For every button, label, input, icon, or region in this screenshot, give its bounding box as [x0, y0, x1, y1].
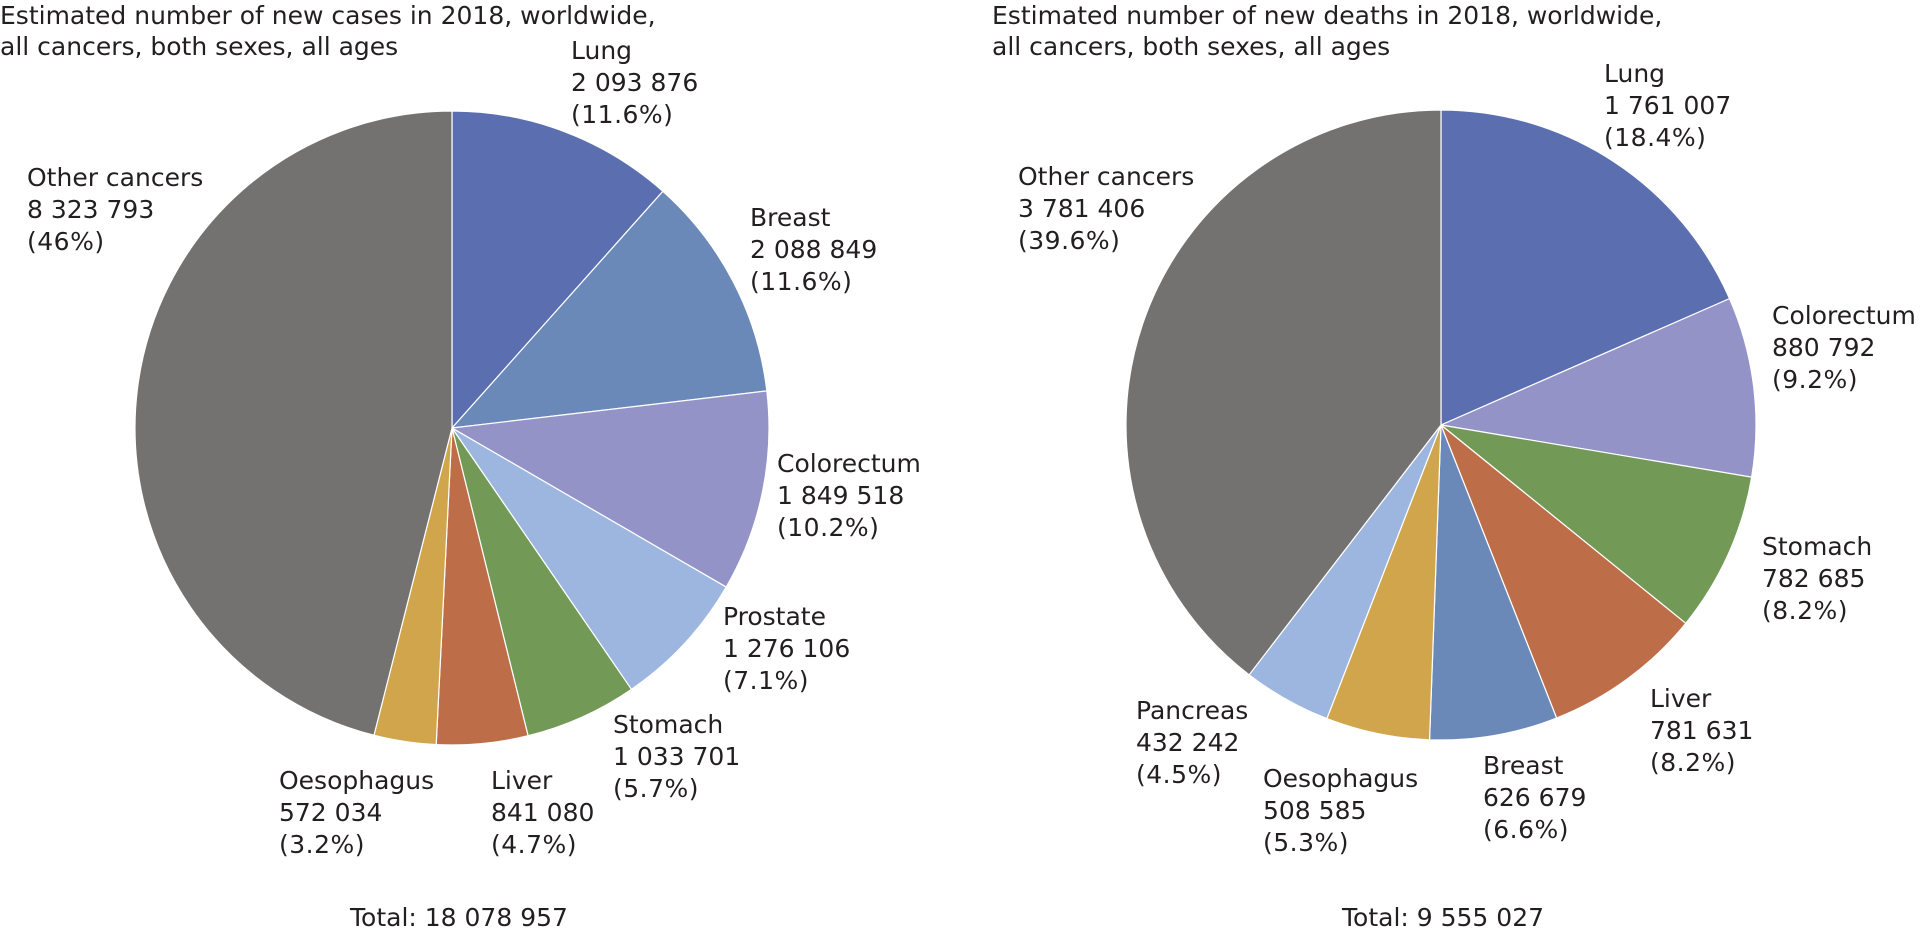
slice-label-breast: Breast 2 088 849 (11.6%)	[750, 202, 877, 298]
slice-percent: (46%)	[27, 227, 105, 256]
slice-name: Lung	[1604, 59, 1666, 88]
slice-percent: (9.2%)	[1772, 365, 1859, 394]
total-line: Total: 18 078 957	[350, 903, 568, 932]
slice-label-oesophagus: Oesophagus 508 585 (5.3%)	[1263, 763, 1418, 859]
slice-value: 1 761 007	[1604, 91, 1732, 120]
slice-percent: (7.1%)	[723, 666, 810, 695]
slice-label-lung: Lung 1 761 007 (18.4%)	[1604, 58, 1731, 154]
pie-slice-prostate	[451, 427, 728, 691]
slice-name: Breast	[1483, 751, 1564, 780]
slice-value: 841 080	[491, 798, 595, 827]
slice-value: 2 093 876	[571, 68, 699, 97]
slice-label-colorectum: Colorectum 1 849 518 (10.2%)	[777, 448, 921, 544]
slice-percent: (11.6%)	[750, 267, 853, 296]
pie-slice-breast	[1428, 424, 1558, 741]
slice-name: Oesophagus	[279, 766, 435, 795]
slice-value: 2 088 849	[750, 235, 878, 264]
slice-value: 508 585	[1263, 796, 1367, 825]
pie-slice-liver	[1439, 423, 1687, 719]
new-deaths-chart: Estimated number of new deaths in 2018, …	[992, 0, 1920, 932]
slice-label-pancreas: Pancreas 432 242 (4.5%)	[1136, 695, 1248, 791]
chart-title: Estimated number of new deaths in 2018, …	[992, 0, 1662, 62]
slice-percent: (39.6%)	[1018, 226, 1121, 255]
slice-percent: (8.2%)	[1650, 748, 1737, 777]
slice-label-other-cancers: Other cancers 8 323 793 (46%)	[27, 162, 203, 258]
slice-value: 781 631	[1650, 716, 1754, 745]
chart-title: Estimated number of new cases in 2018, w…	[0, 0, 656, 62]
slice-name: Breast	[750, 203, 831, 232]
slice-label-stomach: Stomach 1 033 701 (5.7%)	[613, 709, 740, 805]
slice-name: Prostate	[723, 602, 826, 631]
slice-percent: (8.2%)	[1762, 596, 1849, 625]
pie-slice-lung	[1440, 109, 1731, 426]
slice-value: 3 781 406	[1018, 194, 1146, 223]
slice-label-liver: Liver 841 080 (4.7%)	[491, 765, 594, 861]
pie-slice-stomach	[1438, 424, 1753, 625]
pie-slice-other-cancers	[134, 110, 453, 736]
slice-label-colorectum: Colorectum 880 792 (9.2%)	[1772, 300, 1916, 396]
pie-slice-colorectum	[450, 390, 770, 588]
slice-percent: (11.6%)	[571, 100, 674, 129]
slice-name: Other cancers	[1018, 162, 1195, 191]
slice-percent: (10.2%)	[777, 513, 880, 542]
pie-slice-other-cancers	[1125, 109, 1442, 676]
slice-value: 432 242	[1136, 728, 1240, 757]
slice-name: Colorectum	[1772, 301, 1916, 330]
slice-percent: (6.6%)	[1483, 815, 1570, 844]
chart-title-line-1: Estimated number of new deaths in 2018, …	[992, 1, 1663, 30]
pie-slice-lung	[451, 110, 664, 430]
new-cases-pie	[134, 110, 770, 746]
pie-slice-colorectum	[1438, 297, 1757, 478]
slice-name: Stomach	[613, 710, 724, 739]
slice-value: 1 276 106	[723, 634, 851, 663]
chart-title-line-2: all cancers, both sexes, all ages	[0, 32, 399, 61]
slice-name: Liver	[491, 766, 553, 795]
slice-label-breast: Breast 626 679 (6.6%)	[1483, 750, 1586, 846]
new-deaths-pie	[1125, 109, 1757, 741]
slice-name: Lung	[571, 36, 633, 65]
new-cases-chart: Estimated number of new cases in 2018, w…	[0, 0, 960, 932]
slice-label-other-cancers: Other cancers 3 781 406 (39.6%)	[1018, 161, 1194, 257]
slice-percent: (5.7%)	[613, 774, 700, 803]
pie-slice-breast	[450, 190, 768, 429]
total-value: 18 078 957	[424, 903, 568, 932]
slice-percent: (4.5%)	[1136, 760, 1223, 789]
slice-name: Stomach	[1762, 532, 1873, 561]
slice-value: 1 849 518	[777, 481, 905, 510]
slice-name: Liver	[1650, 684, 1712, 713]
total-label: Total:	[1342, 903, 1409, 932]
slice-percent: (3.2%)	[279, 830, 366, 859]
slice-value: 572 034	[279, 798, 383, 827]
slice-label-liver: Liver 781 631 (8.2%)	[1650, 683, 1753, 779]
total-value: 9 555 027	[1416, 903, 1544, 932]
chart-title-line-2: all cancers, both sexes, all ages	[992, 32, 1391, 61]
chart-title-line-1: Estimated number of new cases in 2018, w…	[0, 1, 656, 30]
slice-value: 626 679	[1483, 783, 1587, 812]
slice-percent: (5.3%)	[1263, 828, 1350, 857]
slice-label-stomach: Stomach 782 685 (8.2%)	[1762, 531, 1872, 627]
slice-name: Colorectum	[777, 449, 921, 478]
total-line: Total: 9 555 027	[1342, 903, 1544, 932]
slice-percent: (18.4%)	[1604, 123, 1707, 152]
slice-value: 782 685	[1762, 564, 1866, 593]
slice-value: 880 792	[1772, 333, 1876, 362]
slice-label-oesophagus: Oesophagus 572 034 (3.2%)	[279, 765, 434, 861]
slice-name: Other cancers	[27, 163, 204, 192]
slice-label-lung: Lung 2 093 876 (11.6%)	[571, 35, 698, 131]
slice-name: Pancreas	[1136, 696, 1249, 725]
slice-label-prostate: Prostate 1 276 106 (7.1%)	[723, 601, 850, 697]
slice-percent: (4.7%)	[491, 830, 578, 859]
slice-value: 1 033 701	[613, 742, 741, 771]
total-label: Total:	[350, 903, 417, 932]
slice-value: 8 323 793	[27, 195, 155, 224]
slice-name: Oesophagus	[1263, 764, 1419, 793]
